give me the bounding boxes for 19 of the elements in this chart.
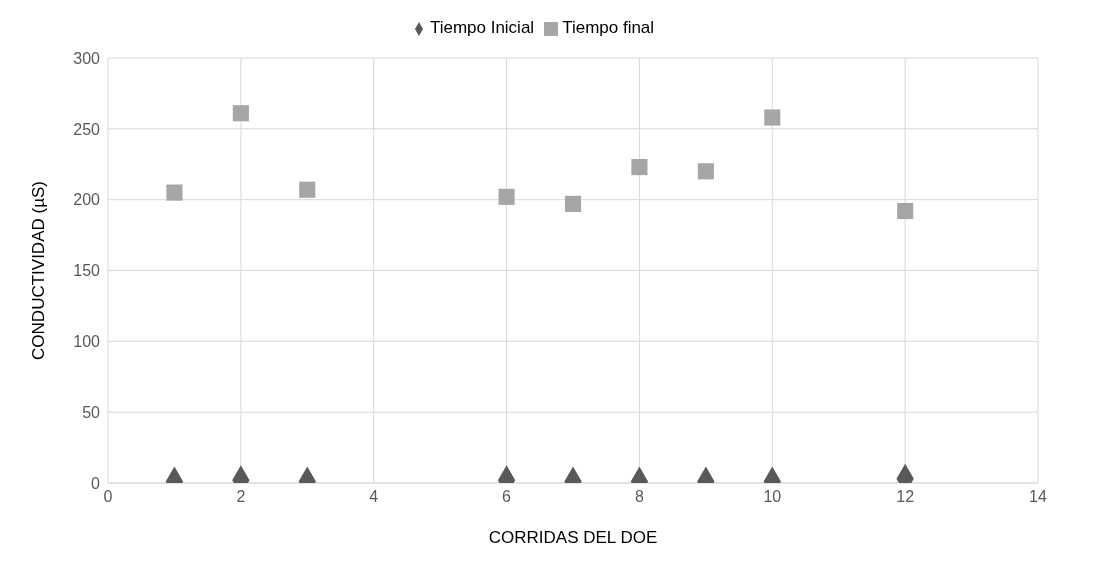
x-tick-label: 12: [896, 488, 915, 506]
y-tick-label: 150: [73, 262, 101, 280]
y-tick-label: 200: [73, 191, 101, 209]
x-tick-label: 6: [502, 488, 512, 506]
y-tick-label: 100: [73, 333, 101, 351]
x-axis-title: CORRIDAS DEL DOE: [488, 528, 658, 547]
x-tick-label: 10: [763, 488, 782, 506]
y-tick-label: 0: [91, 474, 101, 492]
legend-label: Tiempo final: [562, 18, 655, 37]
y-tick-label: 250: [73, 120, 101, 138]
x-tick-label: 8: [634, 488, 644, 506]
x-tick-label: 2: [236, 488, 246, 506]
y-axis-title: CONDUCTIVIDAD (µS): [29, 181, 49, 360]
y-tick-label: 50: [82, 403, 101, 421]
x-tick-label: 4: [369, 488, 379, 506]
legend-label: Tiempo Inicial: [429, 18, 535, 37]
x-tick-label: 0: [103, 488, 113, 506]
y-tick-label: 300: [73, 49, 101, 67]
x-tick-label: 14: [1029, 488, 1047, 506]
